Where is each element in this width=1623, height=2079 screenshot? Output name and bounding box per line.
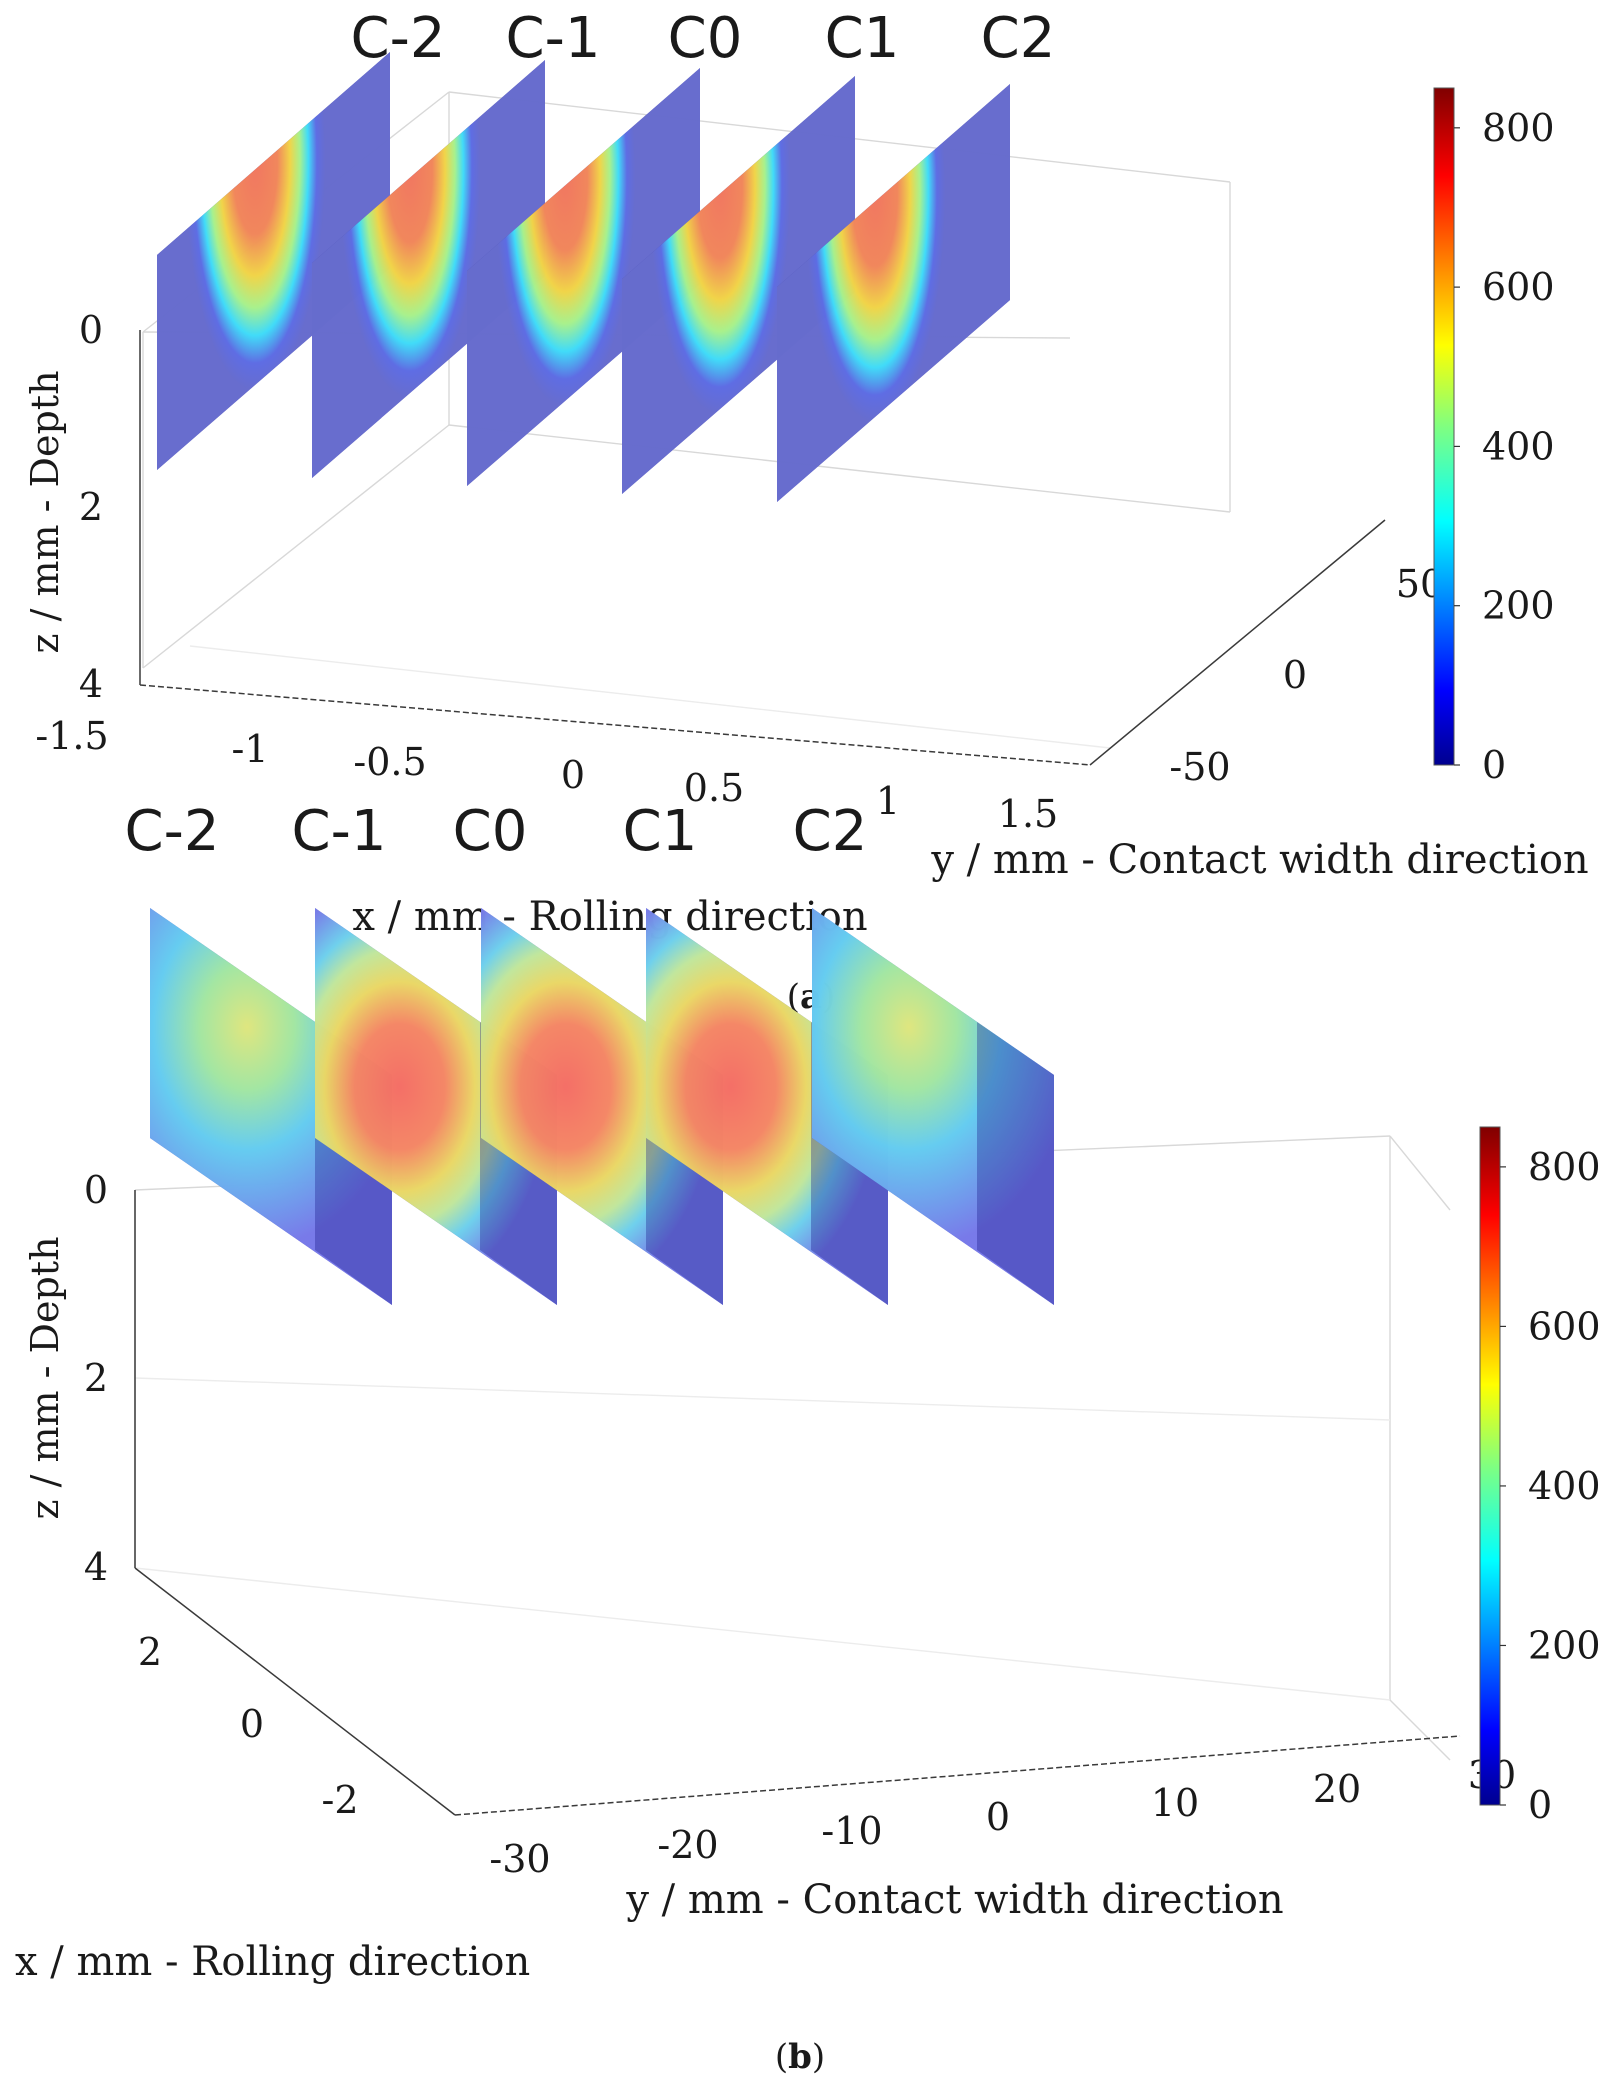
slice-label-a-C1: C1 [825, 6, 900, 71]
slice-b-C2 [812, 908, 1054, 1305]
y-tick-a-0: -50 [1169, 745, 1230, 789]
heatmap-b-C-1 [315, 908, 557, 1305]
y-tick-b-3: 0 [986, 1795, 1010, 1839]
slice-a-C2 [777, 84, 1010, 502]
z-tick-b-2: 4 [84, 1545, 108, 1589]
colorbar-b-ticklabel-3: 600 [1528, 1304, 1601, 1348]
colorbar-a [1433, 87, 1455, 766]
panel-b: 0 2 4 z / mm - Depth -2 0 2 x / mm - Rol… [15, 799, 1601, 2077]
x-axis-line-b [134, 1567, 456, 1816]
slice-labels-a: C-2 C-1 C0 C1 C2 [351, 6, 1056, 71]
heatmap-a-C0 [467, 68, 700, 486]
x-label-b: x / mm - Rolling direction [15, 1939, 530, 1985]
x-tick-a-4: 0.5 [684, 766, 744, 810]
y-ticks-a: -50 0 50 [1169, 562, 1444, 789]
heatmap-b-C-2 [150, 908, 392, 1305]
colorbar-a-ticklabel-0: 0 [1482, 743, 1506, 787]
slice-label-a-C-2: C-2 [351, 6, 446, 71]
slices-a [157, 52, 1010, 502]
colorbar-a-ticklabel-4: 800 [1482, 106, 1555, 150]
y-tick-b-0: -30 [489, 1837, 550, 1881]
x-tick-b-0: -2 [321, 1778, 358, 1822]
y-tick-b-4: 10 [1151, 1781, 1199, 1825]
colorbar-b-ticklabel-2: 400 [1528, 1464, 1601, 1508]
x-tick-a-3: 0 [561, 753, 585, 797]
colorbar-b-ticklabel-1: 200 [1528, 1623, 1601, 1667]
x-tick-b-2: 2 [138, 1630, 162, 1674]
x-tick-b-1: 0 [240, 1702, 264, 1746]
slice-label-b-C2: C2 [793, 799, 868, 864]
z-tick-b-1: 2 [84, 1356, 108, 1400]
heatmap-a-C-1 [312, 60, 545, 478]
y-tick-b-2: -10 [821, 1809, 882, 1853]
z-ticks-b: 0 2 4 [84, 1168, 108, 1589]
heatmap-b-C0 [481, 908, 723, 1305]
heatmap-b-C1 [646, 908, 888, 1305]
y-tick-a-1: 0 [1283, 653, 1307, 697]
y-tick-b-5: 20 [1313, 1767, 1361, 1811]
z-ticks-a: 0 2 4 [79, 308, 103, 706]
slice-label-a-C0: C0 [668, 6, 743, 71]
colorbar-ticks-a: 0 200 400 600 800 [1454, 106, 1555, 787]
x-tick-a-0: -1.5 [35, 714, 108, 758]
heatmap-a-C-2 [157, 52, 390, 470]
colorbar-a-ticklabel-2: 400 [1482, 424, 1555, 468]
colorbar-ticks-b: 0 200 400 600 800 [1500, 1145, 1601, 1827]
z-tick-a-0: 0 [79, 308, 103, 352]
x-tick-a-6: 1.5 [998, 792, 1058, 836]
x-label-a: x / mm - Rolling direction [352, 894, 867, 940]
y-tick-b-1: -20 [657, 1823, 718, 1867]
slices-b [150, 908, 1054, 1305]
slice-a-C0 [467, 68, 700, 486]
x-tick-a-1: -1 [231, 727, 268, 771]
y-axis-line-a [1089, 519, 1386, 766]
colorbar-b-ticklabel-0: 0 [1528, 1783, 1552, 1827]
slice-label-b-C0: C0 [453, 799, 528, 864]
x-ticks-a: -1.5 -1 -0.5 0 0.5 1 1.5 [35, 714, 1058, 836]
panel-a: 0 2 4 z / mm - Depth -1.5 -1 -0.5 0 0.5 … [23, 6, 1589, 1017]
y-axis-line-b [454, 1735, 1461, 1816]
slice-a-C-2 [157, 52, 390, 470]
y-ticks-b: -30 -20 -10 0 10 20 30 [489, 1753, 1516, 1881]
colorbar-a-ticklabel-1: 200 [1482, 584, 1555, 628]
x-ticks-b: -2 0 2 [138, 1630, 359, 1822]
slice-labels-b: C-2 C-1 C0 C1 C2 [125, 799, 868, 864]
x-tick-a-2: -0.5 [353, 740, 426, 784]
slice-label-b-C1: C1 [623, 799, 698, 864]
panel-label-b: (b) [775, 2037, 825, 2077]
x-tick-a-5: 1 [876, 779, 900, 823]
y-label-b: y / mm - Contact width direction [625, 1877, 1283, 1923]
colorbar-a-ticklabel-3: 600 [1482, 265, 1555, 309]
colorbar-b-ticklabel-4: 800 [1528, 1145, 1601, 1189]
y-label-a: y / mm - Contact width direction [930, 837, 1588, 883]
z-tick-a-1: 2 [79, 485, 103, 529]
slice-a-C-1 [312, 60, 545, 478]
z-tick-a-2: 4 [79, 662, 103, 706]
z-label-a: z / mm - Depth [23, 370, 67, 653]
colorbar-b [1479, 1126, 1501, 1806]
heatmap-a-C2 [777, 84, 1010, 502]
slice-a-C1 [622, 76, 855, 494]
heatmap-a-C1 [622, 76, 855, 494]
slice-label-b-C-2: C-2 [125, 799, 220, 864]
z-label-b: z / mm - Depth [23, 1236, 67, 1519]
slice-label-a-C-1: C-1 [506, 6, 601, 71]
z-tick-b-0: 0 [84, 1168, 108, 1212]
slice-label-a-C2: C2 [981, 6, 1056, 71]
x-axis-line-a [139, 684, 1091, 766]
heatmap-b-C2 [812, 908, 1054, 1305]
slice-label-b-C-1: C-1 [292, 799, 387, 864]
